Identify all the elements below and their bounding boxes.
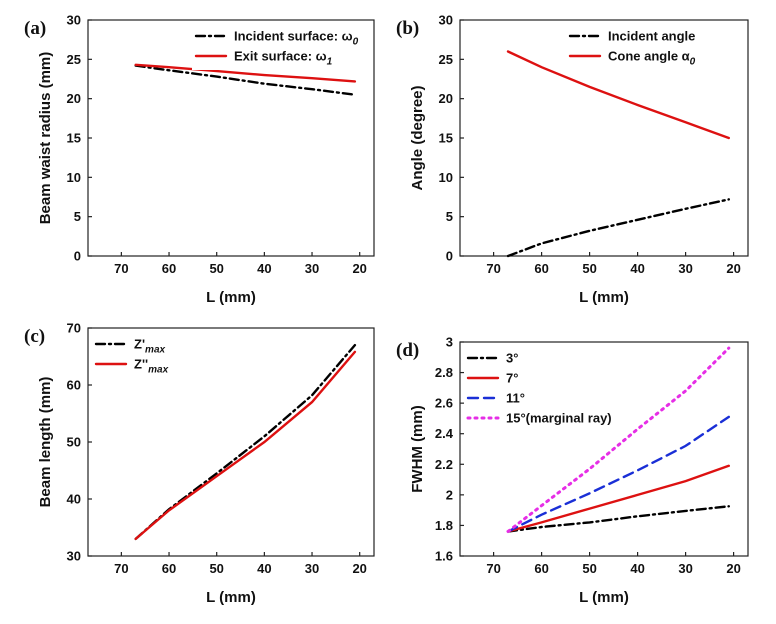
legend-label-2: Z''max (134, 357, 169, 376)
x-tick-label: 60 (162, 561, 176, 576)
x-tick-label: 50 (209, 561, 223, 576)
y-tick-label: 2.4 (435, 426, 454, 441)
series-line-1 (506, 505, 730, 533)
y-tick-label: 1.6 (435, 549, 453, 564)
legend-background (566, 24, 726, 70)
series-line-2 (506, 464, 730, 533)
x-axis-label: L (mm) (206, 589, 256, 606)
y-tick-label: 2 (446, 487, 453, 502)
y-tick-label: 20 (439, 91, 453, 106)
legend-label-1: Z'max (134, 337, 166, 356)
x-tick-label: 60 (162, 261, 176, 276)
legend-label-2: 7° (506, 371, 518, 386)
y-tick-label: 20 (67, 91, 81, 106)
x-tick-label: 30 (305, 561, 319, 576)
series-line-2 (134, 63, 357, 83)
x-tick-label: 40 (257, 561, 271, 576)
legend: Incident angle Cone angle α0 (566, 24, 726, 70)
legend-label-1: Incident surface: ω0 (234, 29, 359, 48)
series-line-1 (134, 64, 357, 96)
y-tick-label: 0 (446, 249, 453, 264)
series-line-1 (506, 198, 730, 258)
series-line-4 (506, 346, 731, 533)
x-tick-label: 70 (114, 561, 128, 576)
y-tick-label: 10 (439, 170, 453, 185)
y-tick-label: 2.6 (435, 396, 453, 411)
x-tick-label: 70 (114, 261, 128, 276)
x-tick-label: 20 (726, 561, 740, 576)
chart-panel-3: 70 60 50 40 30 20 30 40 50 60 70 L (mm) Beam length … (24, 321, 375, 606)
y-tick-label: 25 (439, 52, 453, 67)
x-tick-label: 50 (582, 561, 596, 576)
x-tick-label: 20 (352, 261, 366, 276)
y-tick-label: 30 (67, 549, 81, 564)
y-tick-label: 2.2 (435, 457, 453, 472)
series-line-2 (506, 50, 730, 140)
legend-label-2: Exit surface: ω1 (234, 49, 333, 68)
x-axis-label: L (mm) (579, 289, 629, 306)
legend-label-4: 15°(marginal ray) (506, 411, 612, 426)
x-tick-label: 30 (678, 561, 692, 576)
y-tick-label: 1.8 (435, 518, 453, 533)
y-tick-label: 0 (74, 249, 81, 264)
y-tick-label: 40 (67, 492, 81, 507)
y-axis-label: Beam waist radius (mm) (37, 52, 54, 225)
x-tick-label: 20 (726, 261, 740, 276)
y-axis-label: Angle (degree) (409, 85, 426, 190)
chart-panel-2: 70 60 50 40 30 20 0 5 10 15 20 25 30 L (mm) Angle (deg… (396, 13, 749, 306)
chart-panel-4: 70 60 50 40 30 20 1.6 1.8 2 2.2 2.4 2.6 2.8 3 L (mm) FW… (396, 335, 749, 606)
panel-label: (c) (24, 326, 45, 347)
plot-frame (459, 341, 749, 557)
x-tick-label: 30 (305, 261, 319, 276)
y-tick-label: 70 (67, 321, 81, 336)
series-line-2 (134, 350, 357, 541)
panel-label: (b) (396, 18, 419, 39)
y-tick-label: 10 (67, 170, 81, 185)
x-tick-label: 70 (486, 561, 500, 576)
x-axis-label: L (mm) (206, 289, 256, 306)
legend-background (92, 332, 252, 378)
x-tick-label: 40 (630, 561, 644, 576)
x-tick-label: 40 (257, 261, 271, 276)
legend-label-3: 11° (506, 391, 525, 406)
y-tick-label: 30 (439, 13, 453, 28)
panel-label: (d) (396, 340, 419, 361)
legend-label-1: 3° (506, 351, 518, 366)
y-tick-label: 5 (446, 209, 453, 224)
x-tick-label: 60 (534, 261, 548, 276)
legend-background (192, 24, 352, 70)
legend-label-2: Cone angle α0 (608, 49, 696, 68)
y-axis-label: Beam length (mm) (37, 377, 54, 508)
y-tick-label: 60 (67, 378, 81, 393)
x-axis-label: L (mm) (579, 589, 629, 606)
x-tick-label: 60 (534, 561, 548, 576)
y-tick-label: 30 (67, 13, 81, 28)
x-tick-label: 50 (582, 261, 596, 276)
x-tick-label: 20 (352, 561, 366, 576)
x-tick-label: 30 (678, 261, 692, 276)
y-tick-label: 15 (67, 131, 81, 146)
series-line-3 (506, 415, 730, 533)
x-tick-label: 40 (630, 261, 644, 276)
y-tick-label: 3 (446, 335, 453, 350)
x-tick-label: 50 (209, 261, 223, 276)
legend-label-1: Incident angle (608, 29, 695, 44)
panel-label: (a) (24, 18, 46, 39)
y-tick-label: 2.8 (435, 365, 453, 380)
y-tick-label: 15 (439, 131, 453, 146)
y-axis-label: FWHM (mm) (409, 405, 426, 492)
legend: 3° 7° 11° 15°(marginal ray) (464, 346, 614, 432)
y-tick-label: 5 (74, 209, 81, 224)
y-tick-label: 50 (67, 435, 81, 450)
y-tick-label: 25 (67, 52, 81, 67)
chart-panel-1: 70 60 50 40 30 20 0 5 10 15 20 25 30 L (mm) Beam waist… (24, 13, 375, 306)
x-tick-label: 70 (486, 261, 500, 276)
